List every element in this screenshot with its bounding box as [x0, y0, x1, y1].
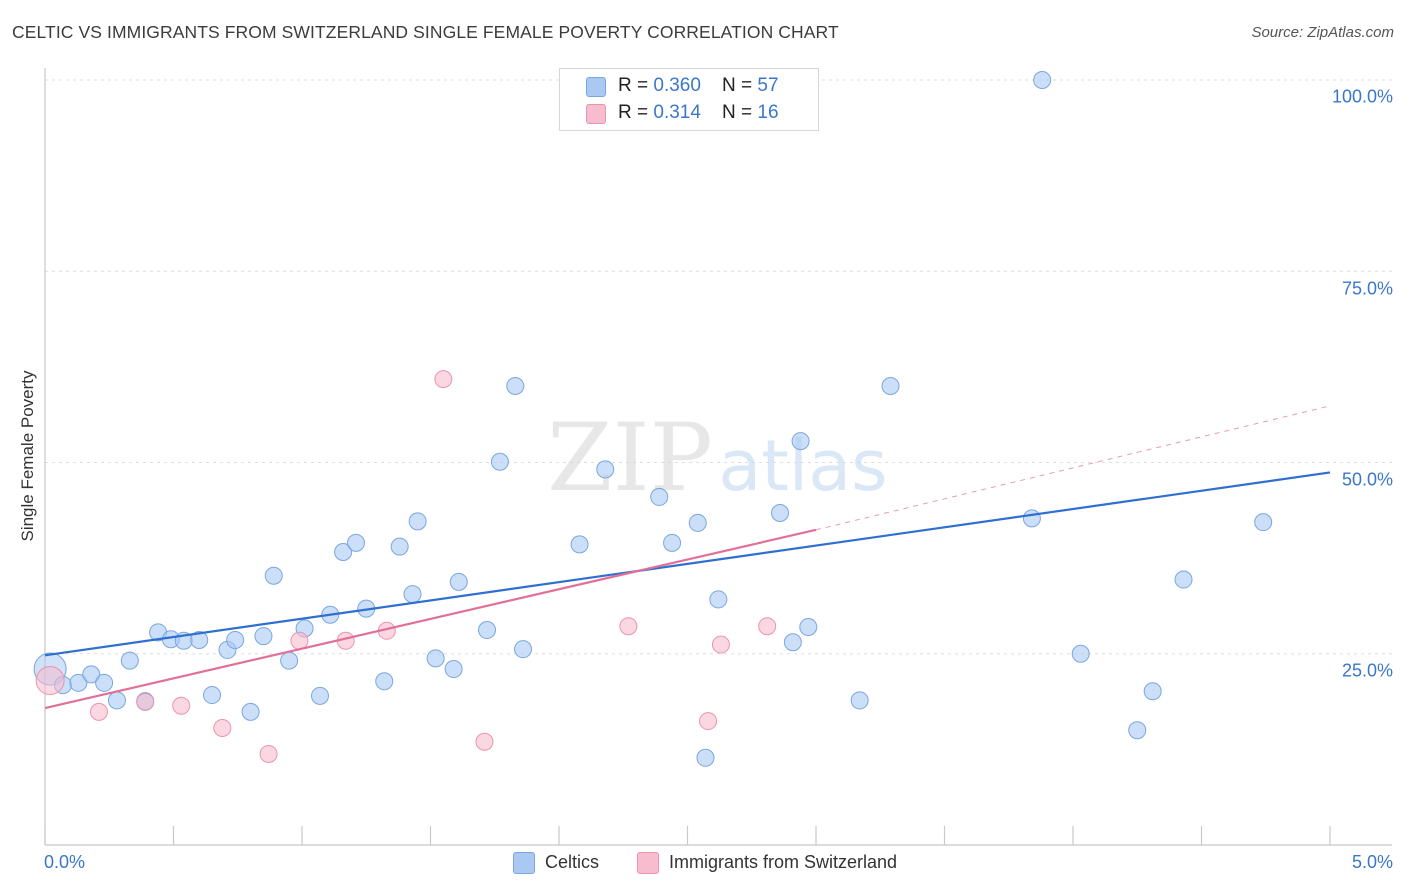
celtics-point-29 — [426, 649, 445, 668]
celtics-point-11 — [190, 630, 209, 649]
switzerland-n-value: 16 — [757, 102, 779, 123]
celtics-point-53 — [1143, 682, 1162, 701]
switzerland-points — [35, 71, 777, 763]
celtics-point-54 — [1174, 570, 1193, 589]
celtics-point-45 — [791, 432, 810, 451]
legend-celtics-swatch — [513, 852, 535, 874]
source-label: Source: ZipAtlas.com — [1251, 24, 1394, 41]
celtics-point-6 — [120, 651, 139, 670]
legend-switzerland-swatch — [637, 852, 659, 874]
y-tick-label-25: 25.0% — [1341, 660, 1393, 681]
y-tick-label-100: 100.0% — [1331, 86, 1393, 107]
celtics-point-37 — [596, 460, 615, 479]
switzerland-point-9 — [434, 370, 453, 389]
watermark: ZIP atlas — [547, 404, 887, 513]
switzerland-point-15 — [758, 617, 777, 636]
switzerland-point-10 — [475, 732, 494, 751]
switzerland-point-12 — [619, 617, 638, 636]
celtics-point-46 — [799, 617, 818, 636]
celtics-point-55 — [1254, 513, 1273, 532]
celtics-point-39 — [663, 533, 682, 552]
celtics-point-20 — [310, 686, 329, 705]
celtics-point-44 — [783, 633, 802, 652]
celtics-point-18 — [280, 651, 299, 670]
celtics-point-34 — [506, 377, 525, 395]
celtics-point-36 — [570, 535, 589, 554]
switzerland-point-13 — [699, 712, 718, 731]
switzerland-point-5 — [259, 744, 278, 763]
celtics-point-47 — [850, 691, 869, 710]
celtics-point-12 — [203, 686, 222, 705]
trend-lines — [44, 405, 1331, 710]
switzerland-trend-line — [44, 528, 817, 710]
celtics-point-49 — [1022, 509, 1041, 528]
switzerland-point-14 — [711, 635, 730, 654]
celtics-point-30 — [444, 660, 463, 679]
celtics-point-25 — [375, 672, 394, 691]
celtics-swatch — [586, 77, 606, 97]
celtics-n-label: N = — [722, 75, 758, 96]
x-tick-label-min: 0.0% — [44, 852, 86, 872]
legend-switzerland-label: Immigrants from Switzerland — [669, 852, 898, 872]
celtics-point-31 — [449, 572, 468, 591]
celtics-point-52 — [1128, 721, 1147, 740]
switzerland-trend-extension — [815, 405, 1331, 531]
celtics-trend-line — [44, 471, 1331, 657]
celtics-point-17 — [264, 566, 283, 585]
celtics-point-42 — [709, 590, 728, 609]
celtics-r-value: 0.360 — [653, 75, 701, 96]
celtics-point-50 — [1033, 71, 1052, 89]
celtics-n-value: 57 — [757, 75, 779, 96]
celtics-point-48 — [881, 377, 900, 395]
celtics-r-label: R = — [618, 75, 654, 96]
celtics-point-14 — [226, 630, 245, 649]
switzerland-r-label: R = — [618, 102, 654, 123]
switzerland-point-6 — [290, 631, 309, 650]
switzerland-point-2 — [136, 692, 155, 711]
celtics-point-51 — [1071, 644, 1090, 663]
switzerland-r-value: 0.314 — [653, 102, 701, 123]
stats-legend: R = 0.360 N = 57 R = 0.314 N = 16 — [559, 68, 819, 131]
celtics-points — [33, 71, 1273, 767]
switzerland-n-label: N = — [722, 102, 758, 123]
axes — [44, 68, 1392, 846]
celtics-point-23 — [346, 533, 365, 552]
celtics-point-32 — [478, 621, 497, 640]
celtics-point-3 — [82, 665, 101, 684]
y-tick-label-50: 50.0% — [1341, 469, 1393, 490]
celtics-point-16 — [254, 627, 273, 646]
x-tick-label-max: 5.0% — [1351, 852, 1393, 872]
legend-celtics-label: Celtics — [545, 852, 600, 872]
celtics-point-33 — [490, 452, 509, 471]
switzerland-point-0 — [35, 666, 65, 696]
switzerland-point-1 — [89, 702, 108, 721]
celtics-point-38 — [650, 487, 669, 506]
watermark-zip: ZIP — [547, 404, 713, 513]
gridlines — [45, 79, 1392, 655]
celtics-point-26 — [390, 537, 409, 556]
celtics-point-43 — [771, 503, 790, 522]
switzerland-point-3 — [172, 696, 191, 715]
celtics-point-5 — [107, 691, 126, 710]
celtics-point-22 — [334, 543, 353, 562]
celtics-point-41 — [696, 748, 715, 767]
celtics-point-27 — [403, 585, 422, 604]
chart-title: CELTIC VS IMMIGRANTS FROM SWITZERLAND SI… — [12, 22, 839, 42]
celtics-point-28 — [408, 512, 427, 531]
y-tick-label-75: 75.0% — [1341, 278, 1393, 299]
celtics-point-40 — [688, 513, 707, 532]
switzerland-swatch — [586, 104, 606, 124]
celtics-point-15 — [241, 702, 260, 721]
celtics-point-2 — [69, 673, 88, 692]
celtics-point-35 — [514, 640, 533, 659]
switzerland-point-4 — [213, 718, 232, 737]
celtics-point-4 — [95, 673, 114, 692]
